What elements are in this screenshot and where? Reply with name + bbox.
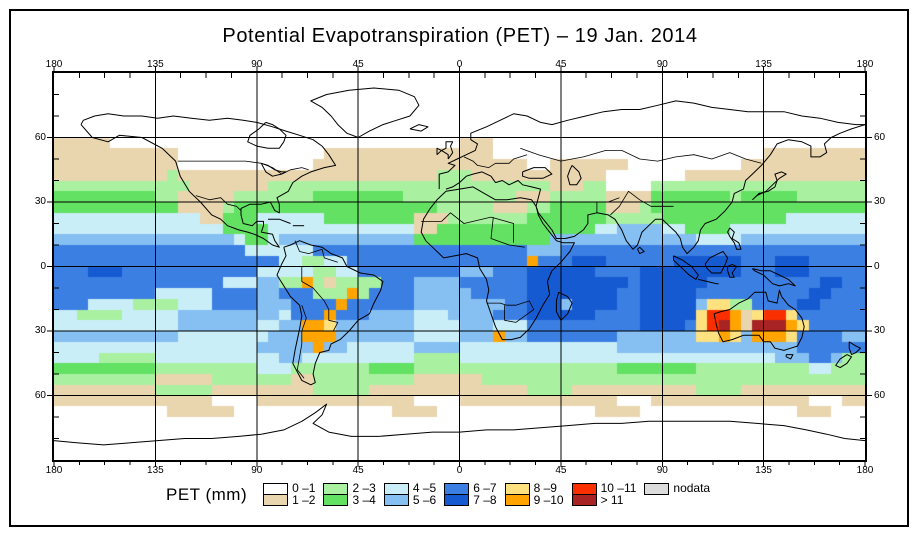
legend-group: nodata — [644, 481, 711, 495]
legend-range-label: 4 –5 — [412, 481, 437, 495]
lon-tick-label-top: 45 — [352, 59, 364, 70]
legend-groups: 0 –1 1 –2 2 –3 3 –4 4 –5 5 –6 6 –7 7 –8 8 –9 9 –1… — [263, 481, 718, 507]
lat-tick-label-right: 60 — [874, 131, 886, 143]
legend-range-label: 8 –9 — [533, 481, 557, 495]
lon-tick-label-bottom: 180 — [45, 465, 63, 476]
legend-swatch — [263, 494, 289, 506]
legend-swatch — [444, 494, 470, 506]
legend-range-label: nodata — [673, 481, 711, 495]
legend-group: 8 –9 9 –10 — [504, 481, 564, 507]
lat-tick-label-right: 30 — [874, 325, 886, 336]
lon-tick-label-top: 45 — [555, 59, 567, 70]
lat-tick-label-left: 30 — [34, 325, 46, 336]
legend-swatch — [383, 494, 409, 506]
legend-swatch-column — [571, 483, 597, 507]
legend-range-label: 5 –6 — [412, 493, 437, 507]
legend-swatch-column — [383, 483, 409, 507]
lon-tick-label-bottom: 135 — [147, 465, 164, 476]
lat-tick-label-right: 30 — [874, 196, 886, 207]
legend-label-column: 4 –5 5 –6 — [409, 481, 437, 507]
lon-tick-label-top: 0 — [456, 59, 463, 70]
lon-tick-label-top: 180 — [856, 59, 874, 70]
lon-tick-label-bottom: 180 — [856, 465, 874, 476]
legend-group: 10 –11 > 11 — [571, 481, 637, 507]
legend-swatch-column — [644, 483, 670, 495]
legend-swatch — [323, 494, 349, 506]
legend-title: PET (mm) — [166, 485, 248, 504]
lon-tick-label-bottom: 45 — [352, 465, 364, 476]
legend-range-label: 6 –7 — [473, 481, 497, 495]
legend-range-label: 0 –1 — [292, 481, 316, 495]
legend-label-column: 10 –11 > 11 — [597, 481, 637, 507]
lon-tick-label-top: 135 — [147, 59, 164, 70]
lat-tick-label-left: 60 — [34, 131, 46, 143]
lon-tick-label-top: 90 — [656, 59, 668, 70]
lat-tick-label-left: 60 — [34, 389, 46, 401]
lon-tick-label-bottom: 0 — [456, 465, 463, 476]
legend-range-label: 1 –2 — [292, 493, 316, 507]
legend-swatch — [644, 483, 670, 495]
legend-swatch-column — [504, 483, 530, 507]
legend-label-column: 6 –7 7 –8 — [469, 481, 497, 507]
map-title: Potential Evapotranspiration (PET) – 19 … — [222, 25, 698, 47]
legend-range-label: 3 –4 — [352, 493, 376, 507]
legend-range-label: > 11 — [600, 493, 624, 507]
legend-swatch — [571, 494, 597, 506]
legend: PET (mm) 0 –1 1 –2 2 –3 3 –4 4 –5 5 –6 6 –7 7 –… — [166, 481, 718, 507]
legend-group: 0 –1 1 –2 — [263, 481, 316, 507]
lon-tick-label-bottom: 90 — [251, 465, 263, 476]
lat-tick-label-left: 0 — [40, 260, 46, 272]
lon-tick-label-bottom: 135 — [755, 465, 772, 476]
lat-tick-label-left: 30 — [34, 196, 46, 207]
lon-tick-label-top: 180 — [45, 59, 63, 70]
lat-tick-label-right: 0 — [874, 260, 880, 272]
legend-swatch-column — [263, 483, 289, 507]
legend-group: 2 –3 3 –4 — [323, 481, 376, 507]
lon-tick-label-bottom: 45 — [555, 465, 567, 476]
legend-group: 6 –7 7 –8 — [444, 481, 497, 507]
legend-label-column: 2 –3 3 –4 — [348, 481, 376, 507]
legend-swatch-column — [323, 483, 349, 507]
legend-label-column: 8 –9 9 –10 — [530, 481, 564, 507]
lon-tick-label-top: 90 — [251, 59, 263, 70]
legend-range-label: 2 –3 — [352, 481, 376, 495]
lon-tick-label-bottom: 90 — [656, 465, 668, 476]
legend-swatch — [504, 494, 530, 506]
legend-range-label: 10 –11 — [600, 481, 637, 495]
legend-group: 4 –5 5 –6 — [383, 481, 437, 507]
legend-range-label: 7 –8 — [473, 493, 497, 507]
legend-swatch-column — [444, 483, 470, 507]
lon-tick-label-top: 135 — [755, 59, 772, 70]
lat-tick-label-right: 60 — [874, 389, 886, 401]
legend-label-column: 0 –1 1 –2 — [288, 481, 316, 507]
legend-label-column: nodata — [669, 481, 711, 495]
legend-range-label: 9 –10 — [533, 493, 564, 507]
pet-raster-canvas — [54, 73, 865, 460]
